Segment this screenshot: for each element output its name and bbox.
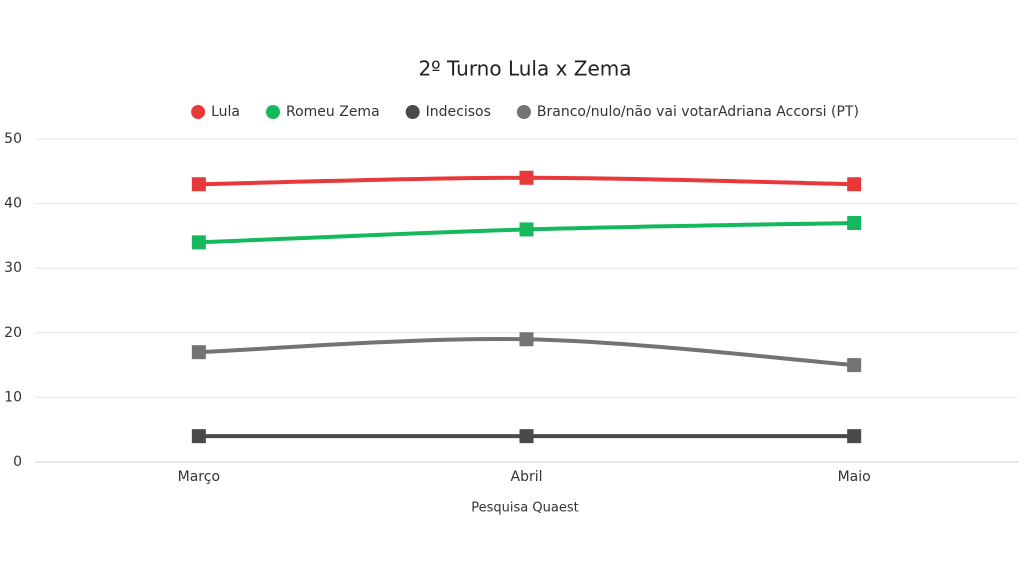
point-marker [519,222,534,237]
point-marker [191,177,206,192]
point-marker [847,358,862,373]
legend-label: Romeu Zema [286,104,380,120]
point-marker [519,170,534,185]
chart-title: 2º Turno Lula x Zema [418,57,631,81]
y-tick-label: 20 [4,325,22,341]
legend-label: Lula [211,104,240,120]
point-marker [519,429,534,444]
legend-label: Branco/nulo/não vai votarAdriana Accorsi… [537,104,859,120]
y-tick-label: 30 [4,260,22,276]
y-tick-label: 10 [4,389,22,405]
y-tick-label: 40 [4,196,22,212]
point-marker [191,345,206,360]
x-tick-label: Abril [511,469,543,485]
legend-label: Indecisos [426,104,491,120]
legend-marker [516,105,531,119]
point-marker [191,429,206,444]
legend-marker [265,105,280,119]
point-marker [191,235,206,250]
point-marker [847,177,862,192]
y-tick-label: 0 [13,454,22,470]
x-tick-label: Março [178,469,220,485]
y-tick-label: 50 [4,131,22,147]
legend-marker [191,105,206,119]
legend-marker [405,105,420,119]
x-tick-label: Maio [838,469,871,485]
point-marker [847,215,862,230]
x-axis-label: Pesquisa Quaest [471,501,578,516]
point-marker [847,429,862,444]
point-marker [519,332,534,347]
